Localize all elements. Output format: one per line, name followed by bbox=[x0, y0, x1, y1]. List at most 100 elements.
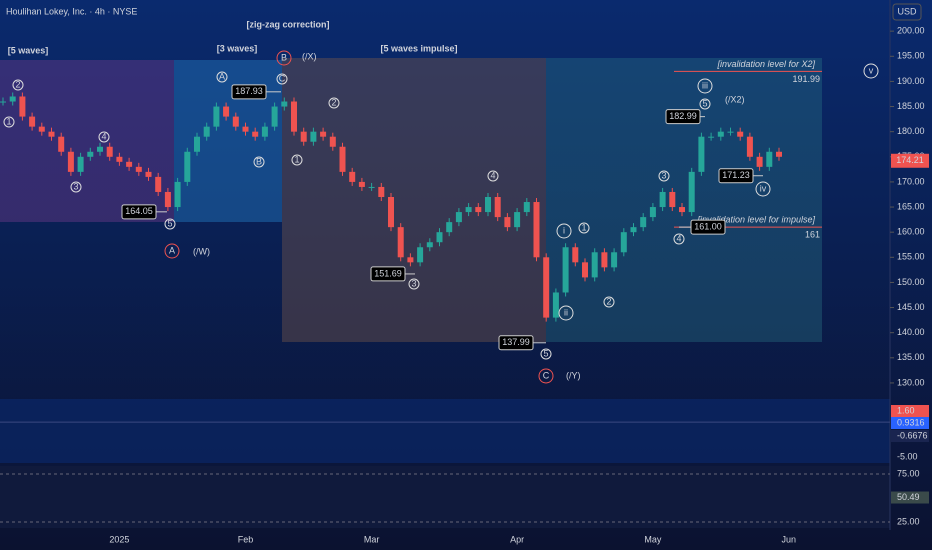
macd-tag-label: 1.60 bbox=[897, 405, 915, 415]
candle bbox=[97, 146, 103, 152]
candle bbox=[776, 151, 782, 157]
candle bbox=[572, 247, 579, 263]
y-tick-label: 195.00 bbox=[897, 51, 925, 61]
candle bbox=[523, 202, 530, 213]
wave-label: 3 bbox=[73, 181, 78, 191]
candle bbox=[514, 212, 521, 228]
wave-label: iv bbox=[760, 183, 767, 193]
tag-label: 182.99 bbox=[669, 111, 697, 121]
wave-circle bbox=[697, 78, 713, 94]
candle bbox=[281, 101, 288, 107]
y-tick-label: 150.00 bbox=[897, 277, 925, 287]
wave-label: ii bbox=[564, 307, 568, 317]
wave-circle bbox=[70, 181, 82, 193]
candle bbox=[9, 96, 16, 102]
candle bbox=[242, 126, 249, 132]
candle bbox=[67, 151, 74, 172]
candle bbox=[271, 106, 278, 127]
wave-label: (/X) bbox=[302, 51, 317, 61]
candle bbox=[659, 191, 666, 208]
candle bbox=[630, 227, 637, 233]
candle bbox=[261, 126, 268, 137]
wave-circle bbox=[540, 348, 552, 360]
candle bbox=[77, 156, 84, 172]
tag-box bbox=[498, 335, 534, 351]
y-tick-label: 160.00 bbox=[897, 227, 925, 237]
candle bbox=[329, 136, 336, 147]
candle bbox=[504, 217, 511, 228]
candle bbox=[582, 262, 588, 278]
wave-label: 1 bbox=[6, 116, 11, 126]
candle bbox=[184, 151, 191, 182]
candle bbox=[116, 156, 123, 162]
last-price-tag bbox=[891, 153, 929, 168]
wave-label: 2 bbox=[606, 296, 611, 306]
wave-circle bbox=[164, 218, 176, 230]
tag-box bbox=[690, 219, 726, 235]
wave-label: 1 bbox=[294, 154, 299, 164]
tag-label: 161.00 bbox=[694, 222, 722, 232]
wave-label: 3 bbox=[411, 278, 416, 288]
y-tick-label: 180.00 bbox=[897, 126, 925, 136]
wave-circle bbox=[556, 223, 572, 239]
wave-label: (/W) bbox=[193, 246, 210, 256]
wave-circle bbox=[291, 154, 303, 166]
wave-circle bbox=[658, 170, 670, 182]
wave-circle bbox=[408, 278, 420, 290]
macd-panel bbox=[0, 399, 890, 463]
x-tick-label: 2025 bbox=[109, 534, 129, 544]
tag-label: 151.69 bbox=[374, 268, 402, 278]
level-label: 161 bbox=[805, 230, 820, 240]
candle bbox=[48, 131, 55, 137]
wave-label: 2 bbox=[331, 97, 336, 107]
wave-circle bbox=[673, 233, 685, 245]
currency: USD bbox=[897, 6, 917, 16]
wave-label: B bbox=[281, 52, 287, 62]
wave-label: 4 bbox=[676, 233, 681, 243]
section-title: [zig-zag correction] bbox=[246, 19, 329, 29]
candle bbox=[145, 171, 152, 177]
rsi-panel bbox=[0, 466, 890, 528]
wave-circle bbox=[328, 97, 340, 109]
section-title: [3 waves] bbox=[217, 43, 258, 53]
y-tick-label: 185.00 bbox=[897, 101, 925, 111]
header-title: Houlihan Lokey, Inc. · 4h · NYSE bbox=[6, 6, 137, 16]
candle bbox=[717, 131, 724, 137]
candle bbox=[378, 186, 385, 197]
x-tick-label: May bbox=[644, 534, 662, 544]
wave-circle bbox=[3, 116, 15, 128]
candle bbox=[640, 217, 647, 228]
wave-label: 4 bbox=[490, 170, 495, 180]
wave-circle bbox=[558, 305, 574, 321]
candle bbox=[203, 126, 210, 137]
wave-label: A bbox=[169, 245, 175, 255]
y-tick-label: 200.00 bbox=[897, 26, 925, 36]
wave-label: (/X2) bbox=[725, 94, 745, 104]
candle bbox=[688, 171, 695, 213]
y-tick-label: 140.00 bbox=[897, 327, 925, 337]
candle bbox=[29, 116, 36, 127]
candle bbox=[737, 131, 744, 137]
y-tick-label: 155.00 bbox=[897, 252, 925, 262]
rsi-tick: 25.00 bbox=[897, 516, 920, 526]
candle bbox=[485, 196, 491, 213]
macd-tag bbox=[891, 417, 929, 429]
wave-label: i bbox=[563, 225, 565, 235]
candle bbox=[475, 207, 482, 213]
candle bbox=[436, 232, 443, 243]
candle bbox=[232, 116, 239, 127]
box bbox=[282, 58, 546, 342]
candle bbox=[756, 156, 763, 167]
wave-label: 2 bbox=[15, 79, 20, 89]
candle bbox=[339, 146, 346, 172]
box bbox=[546, 58, 822, 342]
wave-circle bbox=[164, 243, 180, 259]
candle bbox=[155, 176, 162, 192]
wave-label: 5 bbox=[702, 98, 707, 108]
candle bbox=[106, 146, 113, 157]
tag-box bbox=[370, 266, 406, 282]
candle bbox=[388, 196, 394, 228]
level-label: 191.99 bbox=[792, 74, 820, 84]
last-price: 174.21 bbox=[896, 155, 924, 165]
candle bbox=[126, 161, 133, 167]
